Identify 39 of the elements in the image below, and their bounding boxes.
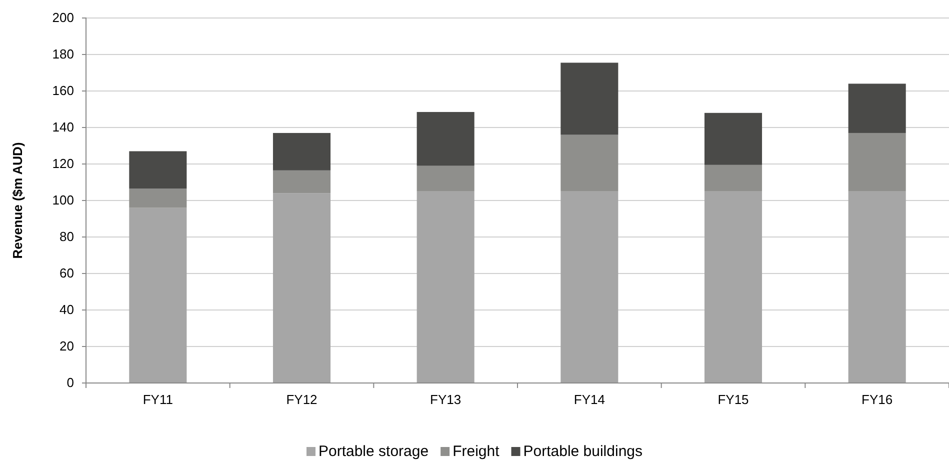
bar [416, 166, 474, 192]
bar [129, 208, 187, 383]
y-tick-label: 20 [60, 338, 74, 354]
bar [272, 170, 331, 194]
bar [848, 84, 906, 133]
y-tick-label: 80 [60, 229, 74, 244]
y-tick-label: 140 [52, 120, 74, 135]
bar [848, 132, 906, 192]
bar [704, 191, 762, 383]
bar [560, 191, 618, 383]
bar [704, 164, 762, 192]
y-tick-label: 60 [60, 266, 74, 281]
y-tick-label: 180 [52, 46, 74, 62]
x-tick-label: FY15 [718, 392, 749, 408]
y-tick-label: 40 [60, 302, 74, 318]
bar [129, 188, 187, 208]
bar [129, 151, 187, 189]
y-tick-label: 0 [66, 375, 74, 390]
x-tick-label: FY13 [430, 392, 462, 408]
legend-label: Portable storage [318, 443, 429, 460]
x-tick-label: FY16 [862, 392, 893, 408]
y-tick-label: 160 [52, 83, 74, 98]
x-tick-label: FY14 [574, 392, 605, 408]
legend-label: Freight [452, 443, 500, 460]
y-tick-label: 100 [52, 192, 74, 208]
bar [704, 112, 762, 165]
y-axis-title: Revenue ($m AUD) [10, 142, 25, 259]
y-tick-label: 120 [52, 156, 74, 172]
bar [272, 193, 331, 383]
x-tick-label: FY12 [286, 392, 318, 408]
x-tick-label: FY11 [142, 392, 173, 408]
bar [560, 62, 618, 135]
bar [560, 134, 618, 192]
bar [848, 191, 906, 383]
bar [272, 132, 331, 170]
bar [416, 112, 474, 166]
bar [416, 191, 474, 383]
legend-label: Portable buildings [523, 443, 643, 460]
y-tick-label: 200 [52, 10, 74, 26]
